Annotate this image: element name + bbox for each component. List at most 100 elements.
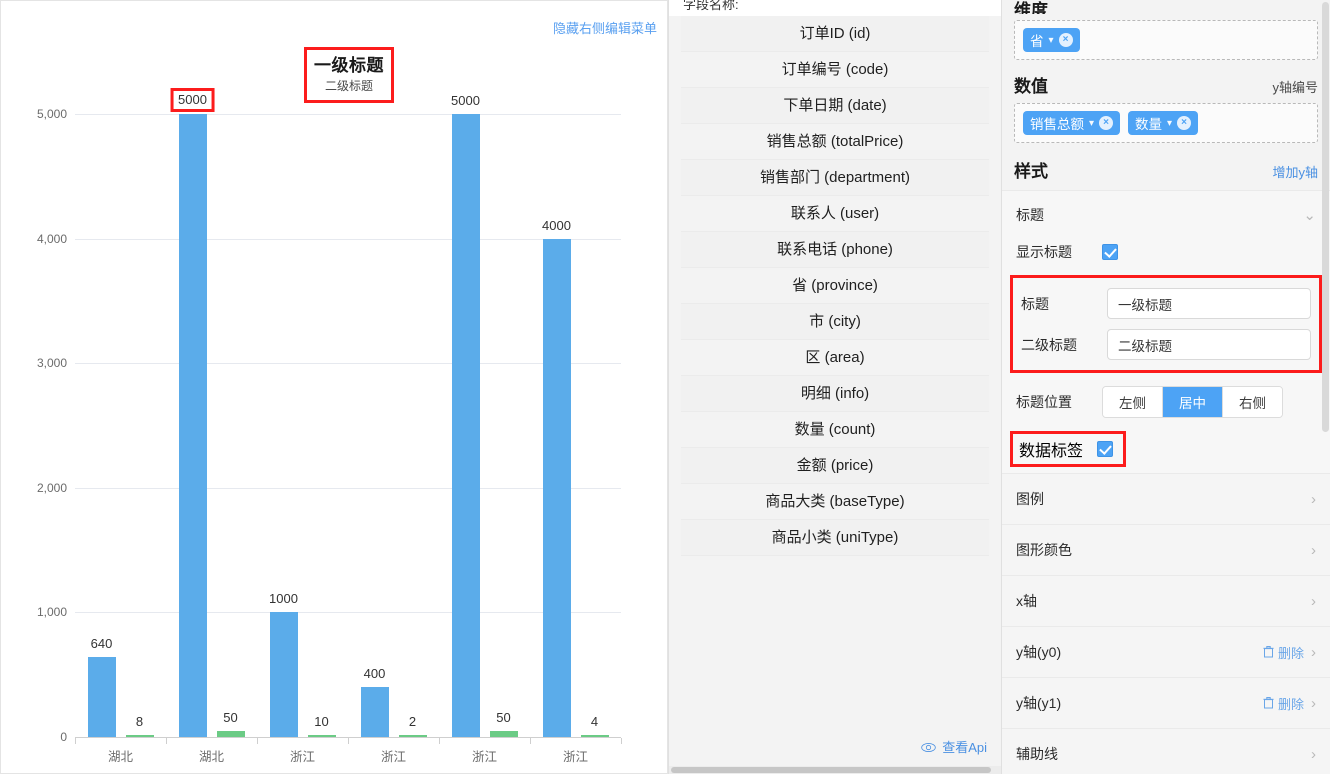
- trash-icon: [1263, 646, 1274, 658]
- page-title: 一级标题: [314, 56, 384, 75]
- chevron-right-icon[interactable]: ›: [1311, 490, 1316, 508]
- chevron-right-icon[interactable]: ›: [1311, 541, 1316, 559]
- delete-axis-link[interactable]: 删除: [1263, 694, 1304, 713]
- style-section-title: 样式 增加y轴: [1014, 157, 1318, 182]
- title-position-right[interactable]: 右侧: [1223, 387, 1282, 417]
- subtitle-input-row: 二级标题: [1017, 324, 1315, 365]
- bar-data-label: 4: [590, 714, 599, 729]
- close-icon[interactable]: ×: [1099, 116, 1114, 130]
- view-api-label: 查看Api: [942, 740, 987, 755]
- style-row-4[interactable]: y轴(y1) 删除 ›: [1002, 677, 1330, 728]
- field-item[interactable]: 商品小类 (uniType): [681, 520, 989, 556]
- style-row-2[interactable]: x轴 ›: [1002, 575, 1330, 626]
- delete-axis-label: 删除: [1277, 645, 1304, 661]
- style-row-label: 图形颜色: [1016, 542, 1072, 558]
- style-card: 标题 ⌄ 显示标题 标题 二级标题 标题位置 左侧: [1002, 190, 1330, 774]
- x-axis-label: 湖北: [107, 750, 134, 764]
- bar-data-label: 1000: [269, 591, 298, 607]
- field-item[interactable]: 订单ID (id): [681, 16, 989, 52]
- hide-edit-menu-link[interactable]: 隐藏右侧编辑菜单: [552, 21, 657, 36]
- bar-count[interactable]: [125, 735, 154, 737]
- field-item[interactable]: 金额 (price): [681, 448, 989, 484]
- field-item[interactable]: 明细 (info): [681, 376, 989, 412]
- chevron-right-icon[interactable]: ›: [1311, 745, 1316, 763]
- style-row-3[interactable]: y轴(y0) 删除 ›: [1002, 626, 1330, 677]
- chevron-down-icon[interactable]: ▾: [1089, 117, 1095, 129]
- delete-axis-link[interactable]: 删除: [1263, 643, 1304, 662]
- chevron-down-icon[interactable]: ▾: [1167, 117, 1173, 129]
- gridline: [75, 238, 621, 240]
- bar-data-label: 50: [223, 709, 238, 725]
- show-title-row: 显示标题: [1002, 235, 1330, 269]
- title-accordion-label: 标题: [1016, 207, 1044, 223]
- measure-tag-total-price[interactable]: 销售总额 ▾ ×: [1023, 111, 1121, 135]
- view-api-link[interactable]: 查看Api: [921, 737, 987, 756]
- chevron-right-icon[interactable]: ›: [1311, 643, 1316, 661]
- x-axis-label: 浙江: [289, 750, 316, 764]
- x-axis-tick: [257, 738, 258, 744]
- show-title-label: 显示标题: [1016, 244, 1072, 260]
- chevron-down-icon[interactable]: ⌄: [1303, 207, 1316, 224]
- title-accordion-header[interactable]: 标题 ⌄: [1002, 190, 1330, 235]
- bar-data-label: 8: [135, 714, 144, 729]
- chevron-right-icon[interactable]: ›: [1311, 694, 1316, 712]
- field-item[interactable]: 销售部门 (department): [681, 160, 989, 196]
- title-position-left[interactable]: 左侧: [1103, 387, 1163, 417]
- close-icon[interactable]: ×: [1177, 116, 1192, 130]
- field-item[interactable]: 市 (city): [681, 304, 989, 340]
- close-icon[interactable]: ×: [1058, 33, 1073, 47]
- title-position-segmented[interactable]: 左侧 居中 右侧: [1102, 386, 1283, 418]
- title-position-center[interactable]: 居中: [1163, 387, 1223, 417]
- x-axis-tick: [348, 738, 349, 744]
- field-item[interactable]: 联系电话 (phone): [681, 232, 989, 268]
- subtitle-field-label: 二级标题: [1021, 336, 1077, 353]
- chevron-right-icon[interactable]: ›: [1311, 592, 1316, 610]
- dimension-tag-province[interactable]: 省 ▾ ×: [1023, 28, 1080, 52]
- bar-count[interactable]: [398, 735, 427, 737]
- show-title-checkbox[interactable]: [1102, 244, 1118, 260]
- style-row-actions: ›: [1311, 593, 1316, 610]
- bar-total-price[interactable]: [269, 612, 298, 737]
- y-axis-tick-label: 5,000: [36, 107, 67, 121]
- measure-tag-count[interactable]: 数量 ▾ ×: [1128, 111, 1199, 135]
- style-row-0[interactable]: 图例 ›: [1002, 473, 1330, 524]
- bar-count[interactable]: [580, 735, 609, 737]
- add-y-axis-link[interactable]: 增加y轴: [1272, 165, 1318, 180]
- bar-total-price[interactable]: [451, 114, 480, 737]
- style-title-label: 样式: [1014, 162, 1048, 181]
- field-item[interactable]: 订单编号 (code): [681, 52, 989, 88]
- style-row-5[interactable]: 辅助线 ›: [1002, 728, 1330, 774]
- bar-count[interactable]: [307, 735, 336, 737]
- field-item[interactable]: 省 (province): [681, 268, 989, 304]
- chevron-down-icon[interactable]: ▾: [1048, 34, 1054, 46]
- field-item[interactable]: 联系人 (user): [681, 196, 989, 232]
- edit-panel-scrollbar[interactable]: [1322, 2, 1329, 432]
- bar-count[interactable]: [216, 730, 245, 737]
- bar-count[interactable]: [489, 730, 518, 737]
- bar-total-price[interactable]: [87, 657, 116, 737]
- bar-total-price[interactable]: [360, 687, 389, 737]
- field-item[interactable]: 数量 (count): [681, 412, 989, 448]
- bar-total-price[interactable]: [542, 238, 571, 737]
- edit-panel: 维度 省 ▾ × 数值 y轴编号 销售总额 ▾ ×: [1002, 0, 1330, 774]
- title-input-row: 标题: [1017, 283, 1315, 324]
- subtitle-input[interactable]: [1107, 329, 1311, 360]
- measure-title-label: 数值: [1014, 77, 1048, 96]
- field-item[interactable]: 销售总额 (totalPrice): [681, 124, 989, 160]
- field-item[interactable]: 商品大类 (baseType): [681, 484, 989, 520]
- dimension-dropzone[interactable]: 省 ▾ ×: [1014, 20, 1318, 60]
- style-row-label: y轴(y1): [1016, 695, 1062, 711]
- bar-data-label: 10: [314, 714, 329, 729]
- style-row-1[interactable]: 图形颜色 ›: [1002, 524, 1330, 575]
- bar-total-price[interactable]: [178, 114, 207, 737]
- measure-dropzone[interactable]: 销售总额 ▾ × 数量 ▾ ×: [1014, 103, 1318, 143]
- title-input[interactable]: [1107, 288, 1311, 319]
- fields-horizontal-scrollbar[interactable]: [669, 766, 1001, 774]
- x-axis-tick: [166, 738, 167, 744]
- gridline: [75, 487, 621, 489]
- dimension-section-title: 维度: [1014, 0, 1318, 14]
- field-item[interactable]: 区 (area): [681, 340, 989, 376]
- field-item[interactable]: 下单日期 (date): [681, 88, 989, 124]
- data-label-checkbox[interactable]: [1097, 441, 1114, 457]
- gridline: [75, 114, 621, 115]
